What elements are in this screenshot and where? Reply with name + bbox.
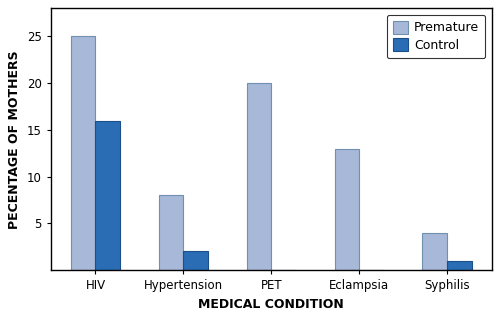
X-axis label: MEDICAL CONDITION: MEDICAL CONDITION	[198, 298, 344, 311]
Bar	[246, 83, 271, 270]
Bar	[184, 251, 208, 270]
Bar	[71, 36, 96, 270]
Bar	[158, 195, 184, 270]
Bar	[422, 233, 447, 270]
Bar	[447, 261, 471, 270]
Bar	[96, 121, 120, 270]
Legend: Premature, Control: Premature, Control	[386, 15, 486, 58]
Y-axis label: PECENTAGE OF MOTHERS: PECENTAGE OF MOTHERS	[8, 50, 22, 228]
Bar	[334, 149, 359, 270]
